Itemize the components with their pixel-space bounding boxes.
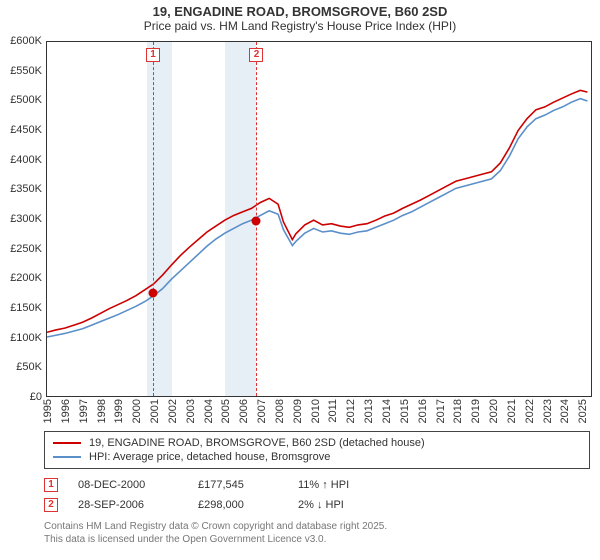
y-tick-label: £500K [0,94,42,106]
footer-line2: This data is licensed under the Open Gov… [44,534,594,547]
y-tick-label: £350K [0,183,42,195]
y-tick-label: £300K [0,213,42,225]
x-tick-label: 2009 [292,399,304,423]
y-tick-label: £600K [0,35,42,47]
x-tick-label: 1999 [113,399,125,423]
legend-label: HPI: Average price, detached house, Brom… [89,451,330,463]
plot-area: 12 [46,41,592,397]
chart-svg [47,42,591,396]
x-tick-label: 2016 [417,399,429,423]
y-tick-label: £550K [0,65,42,77]
legend-row: HPI: Average price, detached house, Brom… [53,450,581,464]
sale-marker-2: 2 [249,48,263,62]
x-tick-label: 1998 [96,399,108,423]
x-tick-label: 2020 [488,399,500,423]
x-tick-label: 1996 [60,399,72,423]
x-tick-label: 2000 [131,399,143,423]
y-tick-label: £450K [0,124,42,136]
transaction-price: £177,545 [198,479,278,491]
x-tick-label: 2019 [470,399,482,423]
title-line1: 19, ENGADINE ROAD, BROMSGROVE, B60 2SD [0,4,600,19]
x-tick-label: 2024 [559,399,571,423]
transaction-price: £298,000 [198,499,278,511]
x-tick-label: 2006 [238,399,250,423]
transaction-row: 1 08-DEC-2000 £177,545 11% ↑ HPI [44,475,590,495]
x-tick-label: 2022 [524,399,536,423]
transaction-row: 2 28-SEP-2006 £298,000 2% ↓ HPI [44,495,590,515]
transaction-change: 11% ↑ HPI [298,479,398,491]
transaction-change: 2% ↓ HPI [298,499,398,511]
title-block: 19, ENGADINE ROAD, BROMSGROVE, B60 2SD P… [0,0,600,35]
footer: Contains HM Land Registry data © Crown c… [44,521,594,546]
x-tick-label: 2001 [149,399,161,423]
legend-block: 19, ENGADINE ROAD, BROMSGROVE, B60 2SD (… [44,431,590,515]
legend-row: 19, ENGADINE ROAD, BROMSGROVE, B60 2SD (… [53,436,581,450]
x-tick-label: 2021 [506,399,518,423]
transaction-marker: 1 [44,478,58,492]
y-tick-label: £100K [0,332,42,344]
legend-label: 19, ENGADINE ROAD, BROMSGROVE, B60 2SD (… [89,437,425,449]
x-tick-label: 2012 [345,399,357,423]
x-tick-label: 2011 [327,399,339,423]
sale-dot [148,288,157,297]
x-tick-label: 2025 [577,399,589,423]
footer-line1: Contains HM Land Registry data © Crown c… [44,521,594,534]
x-tick-label: 2014 [381,399,393,423]
y-tick-label: £200K [0,272,42,284]
x-tick-label: 2007 [256,399,268,423]
legend-swatch [53,442,81,444]
x-tick-label: 2010 [310,399,322,423]
chart: £0 £50K £100K £150K £200K £250K £300K £350K £400… [2,37,598,427]
x-tick-label: 2015 [399,399,411,423]
x-tick-label: 2017 [435,399,447,423]
y-tick-label: £150K [0,302,42,314]
x-tick-label: 1995 [42,399,54,423]
title-line2: Price paid vs. HM Land Registry's House … [0,19,600,33]
sale-marker-1: 1 [146,48,160,62]
x-tick-label: 2018 [452,399,464,423]
x-tick-label: 1997 [78,399,90,423]
y-tick-label: £250K [0,243,42,255]
sale-vline [153,42,154,396]
legend-swatch [53,456,81,458]
legend-box: 19, ENGADINE ROAD, BROMSGROVE, B60 2SD (… [44,431,590,469]
y-tick-label: £400K [0,154,42,166]
x-tick-label: 2004 [203,399,215,423]
x-tick-label: 2003 [185,399,197,423]
transaction-marker: 2 [44,498,58,512]
x-tick-label: 2002 [167,399,179,423]
x-tick-label: 2013 [363,399,375,423]
x-tick-label: 2008 [274,399,286,423]
sale-dot [252,217,261,226]
x-tick-label: 2023 [542,399,554,423]
transaction-date: 08-DEC-2000 [78,479,178,491]
transaction-table: 1 08-DEC-2000 £177,545 11% ↑ HPI 2 28-SEP-200… [44,475,590,515]
series-line [47,99,587,337]
y-tick-label: £0 [0,391,42,403]
y-tick-label: £50K [0,361,42,373]
series-line [47,90,587,332]
transaction-date: 28-SEP-2006 [78,499,178,511]
x-tick-label: 2005 [220,399,232,423]
